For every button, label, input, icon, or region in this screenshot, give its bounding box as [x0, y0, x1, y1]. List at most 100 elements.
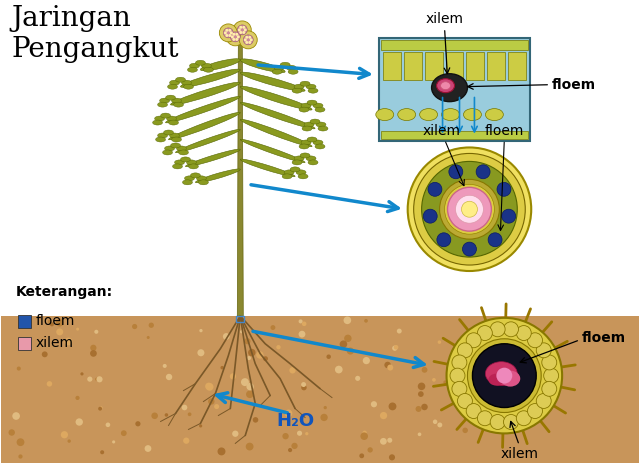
Ellipse shape [376, 109, 394, 120]
Circle shape [476, 165, 490, 179]
Circle shape [248, 349, 255, 356]
Circle shape [449, 165, 463, 179]
Circle shape [240, 330, 243, 333]
Ellipse shape [488, 374, 504, 385]
Bar [424, 52, 442, 80]
Circle shape [461, 201, 477, 217]
Ellipse shape [152, 120, 163, 125]
Circle shape [298, 331, 305, 338]
Circle shape [220, 366, 224, 369]
Circle shape [466, 404, 481, 418]
Circle shape [472, 344, 536, 407]
Ellipse shape [240, 159, 295, 177]
Ellipse shape [172, 137, 182, 142]
Circle shape [232, 33, 236, 36]
Circle shape [415, 406, 422, 412]
Circle shape [271, 325, 275, 330]
Circle shape [302, 321, 307, 326]
Circle shape [440, 179, 499, 239]
Circle shape [67, 439, 71, 443]
Ellipse shape [173, 102, 184, 107]
Circle shape [218, 447, 225, 455]
Ellipse shape [188, 164, 198, 169]
Circle shape [437, 423, 442, 427]
Ellipse shape [180, 157, 191, 162]
Circle shape [450, 368, 465, 383]
Circle shape [291, 443, 298, 449]
Circle shape [256, 351, 264, 359]
Ellipse shape [175, 129, 240, 153]
Ellipse shape [308, 88, 318, 93]
Ellipse shape [195, 60, 205, 65]
Ellipse shape [318, 126, 328, 131]
Circle shape [42, 352, 47, 357]
Text: xilem: xilem [500, 447, 538, 461]
Circle shape [232, 38, 236, 41]
Ellipse shape [272, 69, 282, 74]
Circle shape [408, 147, 531, 271]
Ellipse shape [294, 84, 304, 89]
Circle shape [246, 391, 253, 398]
Bar [467, 52, 484, 80]
Circle shape [48, 320, 51, 323]
Circle shape [223, 28, 234, 38]
Circle shape [205, 383, 212, 390]
Circle shape [392, 345, 397, 351]
Circle shape [232, 431, 239, 437]
Ellipse shape [184, 84, 193, 89]
Ellipse shape [155, 116, 164, 121]
Ellipse shape [170, 80, 179, 85]
Circle shape [248, 41, 252, 44]
Ellipse shape [442, 109, 460, 120]
Circle shape [363, 357, 370, 364]
Circle shape [394, 345, 398, 350]
Circle shape [245, 41, 248, 44]
Ellipse shape [170, 82, 240, 105]
Circle shape [364, 319, 368, 323]
Circle shape [437, 233, 451, 247]
Ellipse shape [300, 81, 310, 86]
Text: Keterangan:: Keterangan: [16, 285, 113, 299]
Ellipse shape [164, 146, 175, 151]
Circle shape [297, 431, 302, 436]
Circle shape [397, 329, 402, 333]
Polygon shape [237, 45, 243, 316]
Ellipse shape [170, 143, 180, 148]
Circle shape [452, 355, 467, 370]
Ellipse shape [188, 67, 198, 72]
Ellipse shape [301, 103, 311, 108]
Circle shape [285, 410, 292, 417]
Circle shape [367, 447, 373, 452]
Circle shape [542, 381, 557, 396]
Circle shape [245, 36, 248, 39]
Circle shape [95, 378, 99, 381]
Circle shape [90, 345, 97, 351]
Circle shape [504, 414, 518, 430]
Ellipse shape [301, 140, 311, 145]
Circle shape [497, 368, 512, 384]
Circle shape [87, 377, 92, 382]
Ellipse shape [240, 72, 305, 91]
Circle shape [246, 383, 254, 390]
Circle shape [56, 328, 63, 335]
Circle shape [12, 412, 20, 420]
Ellipse shape [304, 122, 314, 127]
Circle shape [243, 35, 253, 45]
Circle shape [389, 454, 395, 460]
Circle shape [243, 26, 245, 29]
Circle shape [371, 401, 377, 407]
Bar [383, 52, 401, 80]
Circle shape [94, 330, 99, 334]
Circle shape [8, 429, 15, 436]
Ellipse shape [186, 149, 240, 167]
Circle shape [516, 326, 531, 340]
Circle shape [47, 381, 52, 386]
Circle shape [428, 182, 442, 196]
Circle shape [387, 365, 393, 371]
Ellipse shape [240, 139, 305, 163]
Ellipse shape [288, 69, 298, 74]
Ellipse shape [308, 160, 318, 165]
Circle shape [444, 380, 447, 384]
Circle shape [225, 29, 228, 32]
Circle shape [504, 322, 518, 337]
